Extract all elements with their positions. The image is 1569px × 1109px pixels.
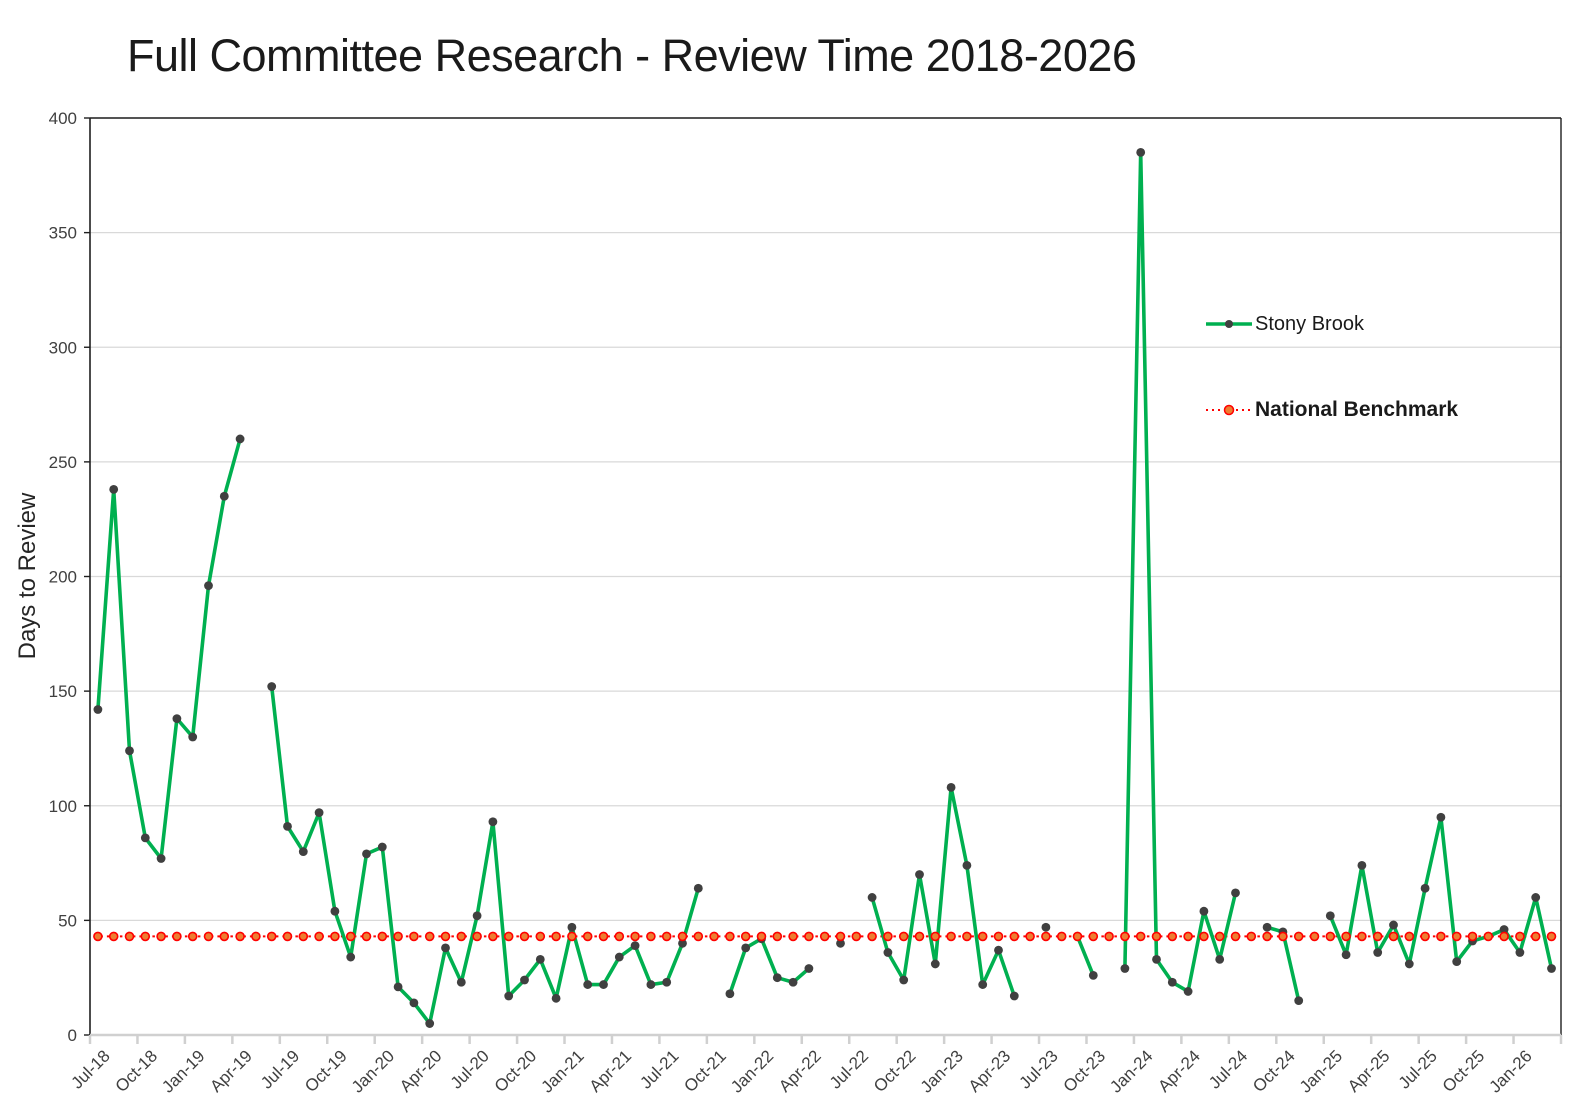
svg-text:Apr-20: Apr-20 [396, 1046, 446, 1096]
svg-text:0: 0 [68, 1026, 77, 1045]
svg-text:Apr-21: Apr-21 [586, 1046, 636, 1096]
svg-text:Jul-19: Jul-19 [257, 1046, 303, 1092]
stony-brook-markers [93, 147, 1556, 1028]
svg-text:Oct-25: Oct-25 [1439, 1046, 1489, 1096]
svg-text:Apr-19: Apr-19 [206, 1046, 256, 1096]
legend-item-national-benchmark[interactable]: National Benchmark [1206, 396, 1458, 424]
svg-text:Jul-23: Jul-23 [1016, 1046, 1062, 1092]
svg-text:300: 300 [49, 338, 77, 357]
benchmark-legend-marker-icon [1206, 404, 1252, 416]
legend-label-national-benchmark: National Benchmark [1255, 398, 1459, 421]
plot-border [90, 117, 1562, 1035]
svg-text:50: 50 [58, 911, 77, 930]
svg-text:Jan-21: Jan-21 [538, 1046, 588, 1096]
svg-text:Oct-21: Oct-21 [680, 1046, 730, 1096]
svg-text:200: 200 [49, 568, 77, 587]
svg-text:Jan-24: Jan-24 [1106, 1046, 1156, 1096]
svg-text:Oct-24: Oct-24 [1249, 1046, 1299, 1096]
svg-text:Oct-20: Oct-20 [491, 1046, 541, 1096]
svg-text:Jan-20: Jan-20 [348, 1046, 398, 1096]
svg-text:Jan-19: Jan-19 [158, 1046, 208, 1096]
svg-text:Jul-25: Jul-25 [1395, 1046, 1441, 1092]
stony-brook-line [96, 150, 1554, 1026]
x-axis [88, 1033, 1563, 1044]
svg-text:Jan-23: Jan-23 [917, 1046, 967, 1096]
svg-text:Apr-24: Apr-24 [1154, 1046, 1204, 1096]
svg-text:250: 250 [49, 453, 77, 472]
svg-text:Jan-22: Jan-22 [727, 1046, 777, 1096]
svg-text:Jul-21: Jul-21 [636, 1046, 682, 1092]
svg-text:Apr-23: Apr-23 [965, 1046, 1015, 1096]
svg-text:Jul-20: Jul-20 [447, 1046, 493, 1092]
svg-text:Jul-22: Jul-22 [826, 1046, 872, 1092]
svg-text:Apr-22: Apr-22 [775, 1046, 825, 1096]
chart-title: Full Committee Research - Review Time 20… [127, 30, 1137, 81]
svg-text:150: 150 [49, 682, 77, 701]
legend-label-stony-brook: Stony Brook [1255, 312, 1364, 335]
svg-text:Jan-26: Jan-26 [1486, 1046, 1536, 1096]
svg-text:Oct-23: Oct-23 [1060, 1046, 1110, 1096]
svg-text:Oct-22: Oct-22 [870, 1046, 920, 1096]
legend-item-stony-brook[interactable]: Stony Brook [1206, 310, 1364, 338]
svg-text:Oct-18: Oct-18 [112, 1046, 162, 1096]
svg-text:400: 400 [49, 109, 77, 128]
svg-text:Jul-18: Jul-18 [68, 1046, 114, 1092]
y-gridlines [90, 117, 1561, 921]
svg-text:Jul-24: Jul-24 [1205, 1046, 1251, 1092]
svg-text:350: 350 [49, 224, 77, 243]
svg-text:Jan-25: Jan-25 [1296, 1046, 1346, 1096]
stony-brook-legend-marker-icon [1206, 320, 1252, 328]
svg-text:Apr-25: Apr-25 [1344, 1046, 1394, 1096]
y-axis: 0 50 100 150 200 250 300 350 400 [49, 109, 91, 1045]
svg-text:Oct-19: Oct-19 [301, 1046, 351, 1096]
svg-text:100: 100 [49, 797, 77, 816]
national-benchmark-markers [93, 931, 1557, 942]
